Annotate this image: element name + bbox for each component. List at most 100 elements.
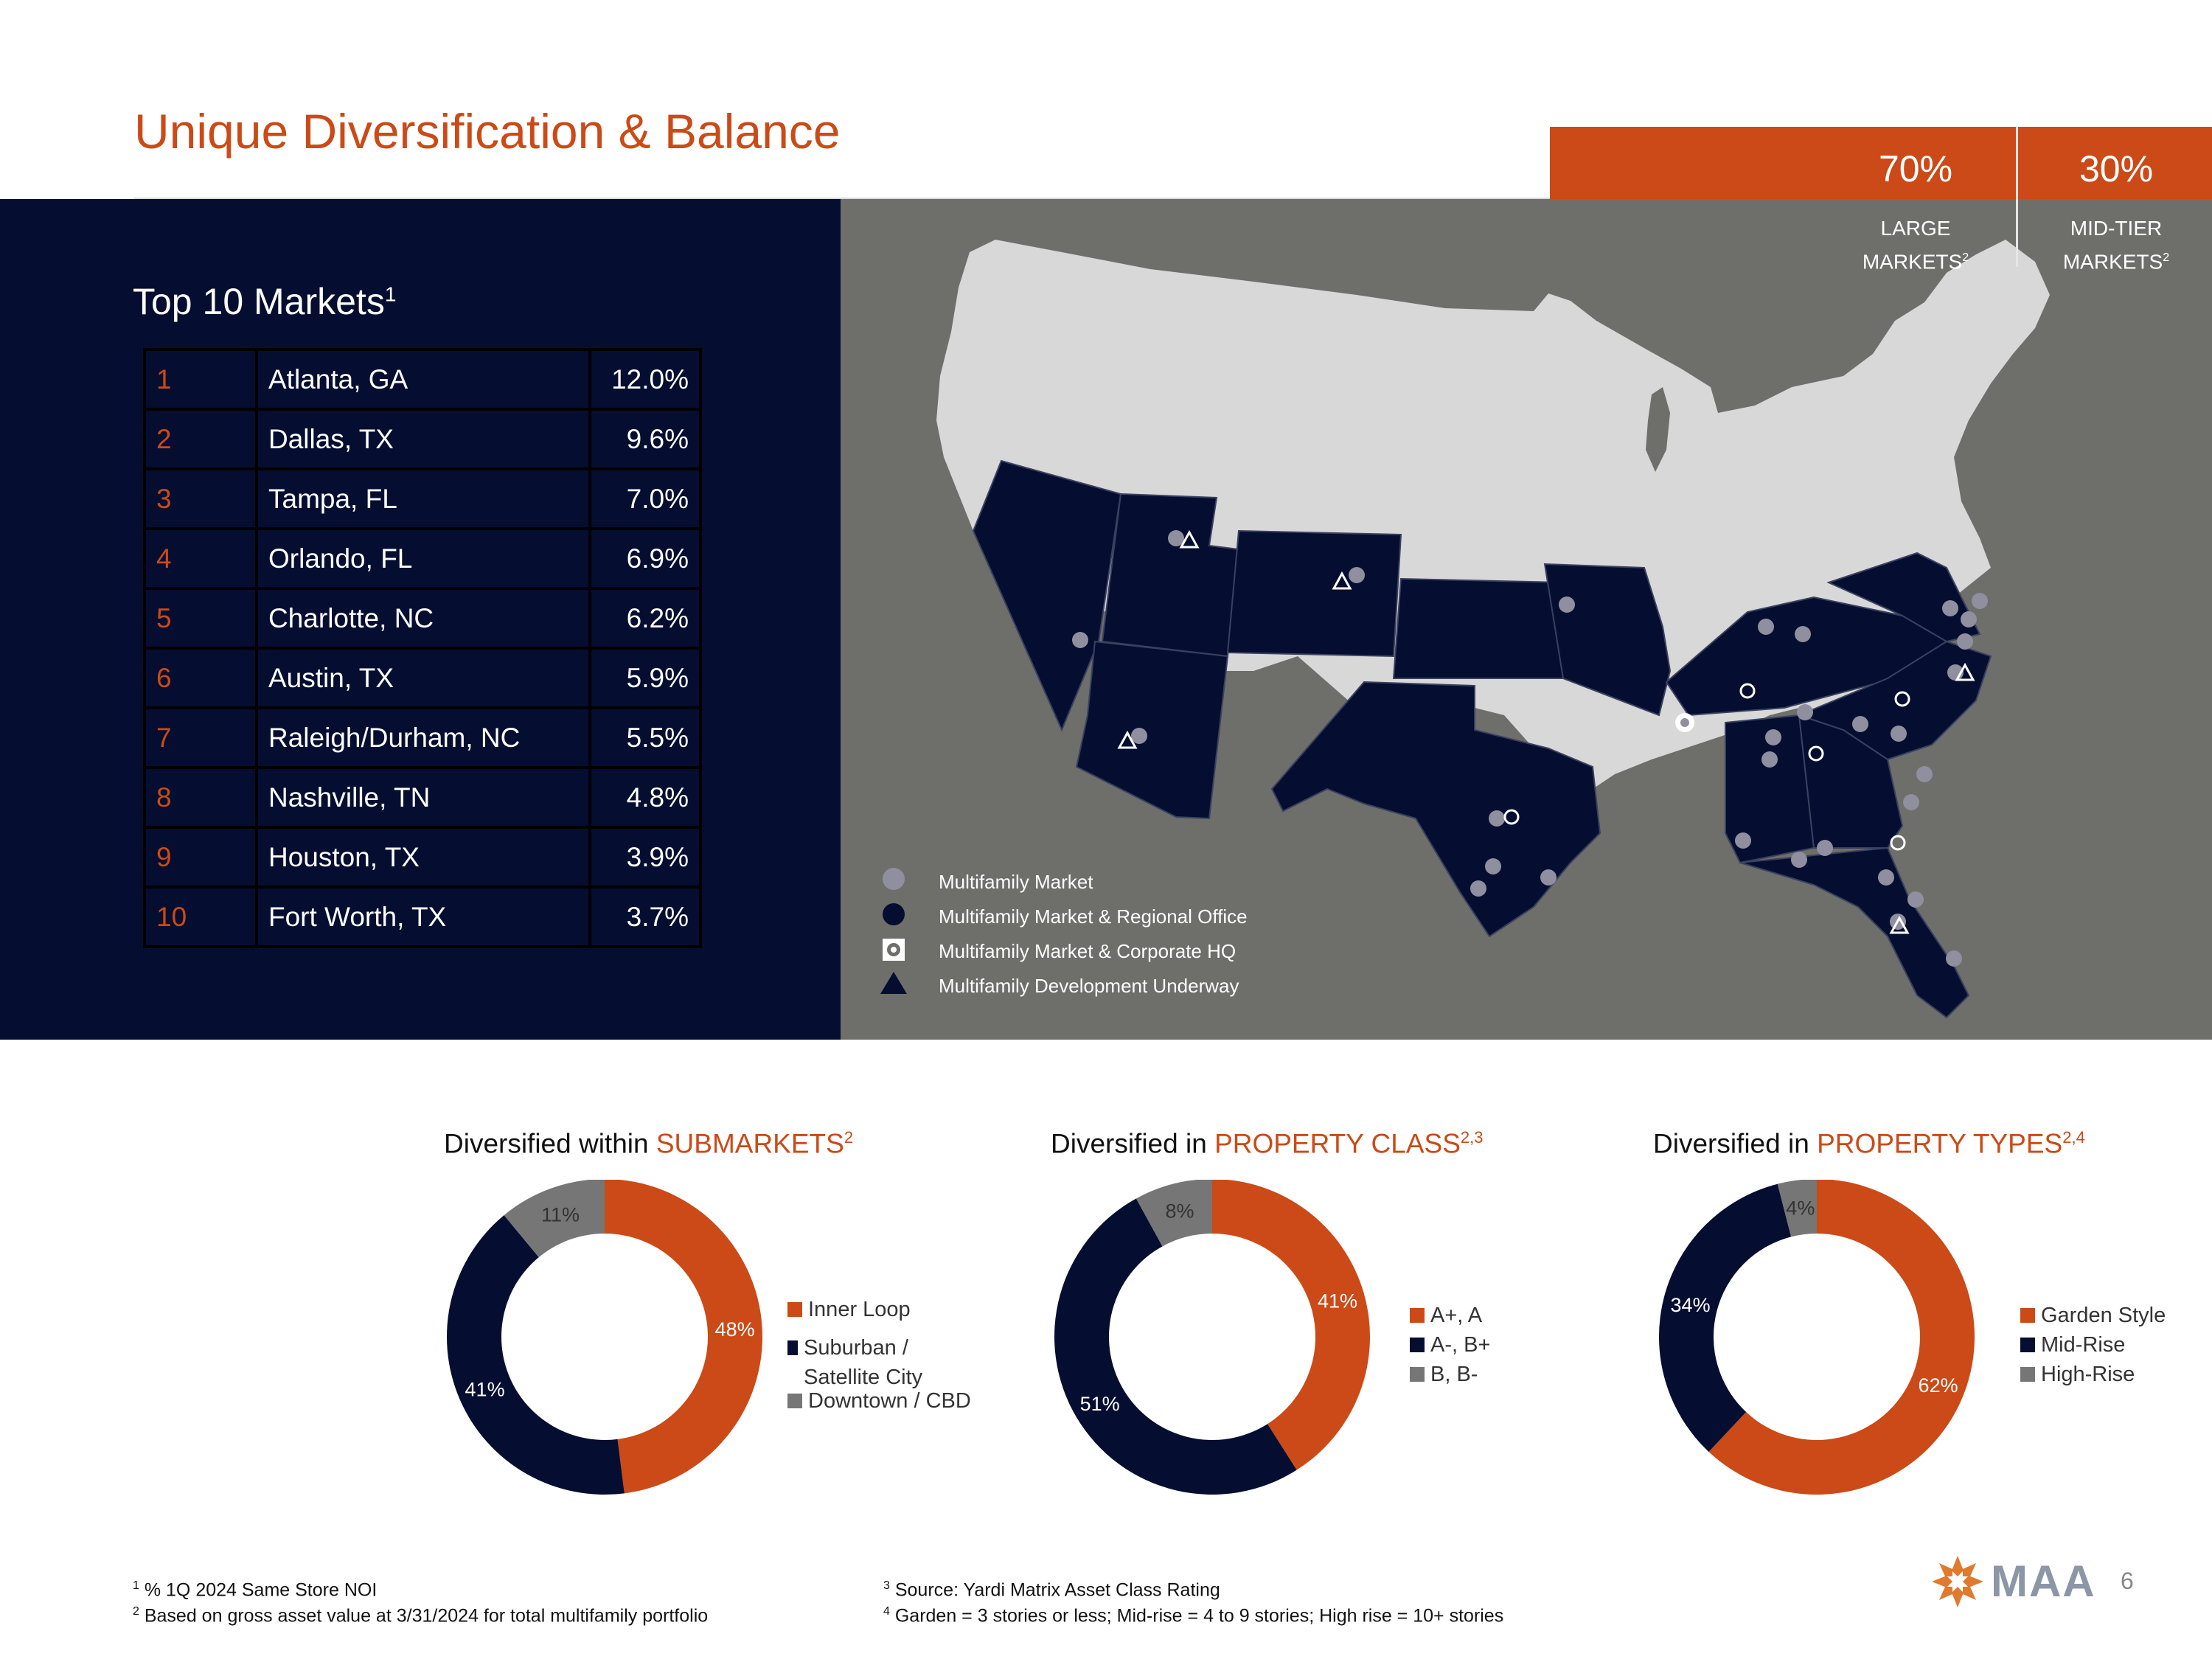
market-percent: 4.8% <box>588 766 702 829</box>
market-row: 4 Orlando, FL 6.9% <box>143 527 702 590</box>
market-percent: 5.9% <box>588 647 702 709</box>
map-legend <box>880 868 907 994</box>
mid-tier-markets-percent: 30% <box>2079 148 2154 189</box>
footnote-2: 2 Based on gross asset value at 3/31/202… <box>133 1605 709 1627</box>
donut-charts: 48% 41% 11% 41% 51% 8% 62% 34% 4% <box>447 1180 1975 1495</box>
market-percent: 12.0% <box>588 348 702 411</box>
legend-item: B, B- <box>1410 1360 1490 1389</box>
development-marker <box>1332 571 1352 590</box>
market-dot <box>1791 852 1807 868</box>
market-dot <box>1891 726 1907 742</box>
market-city: Nashville, TN <box>255 766 591 829</box>
market-dot <box>1916 766 1933 782</box>
state-florida <box>1739 846 1970 1019</box>
legend-item: Downtown / CBD <box>787 1386 971 1416</box>
market-dot <box>1817 840 1833 856</box>
donut-slice-garden-style <box>1708 1180 1975 1495</box>
submarkets-chart-title: Diversified within SUBMARKETS2 <box>444 1128 854 1159</box>
legend-label-market: Multifamily Market <box>939 871 1093 893</box>
donut-slice-inner-loop <box>605 1180 762 1494</box>
legend-swatch <box>1410 1367 1425 1382</box>
legend-item: Garden Style <box>2020 1301 2166 1330</box>
legend-swatch <box>2020 1338 2035 1352</box>
market-dot <box>1349 567 1365 583</box>
donut-slice-a-b- <box>1054 1198 1297 1495</box>
market-dot <box>1761 751 1778 768</box>
state-kansas <box>1392 577 1564 679</box>
footnote-3: 3 Source: Yardi Matrix Asset Class Ratin… <box>883 1579 1220 1601</box>
page-title: Unique Diversification & Balance <box>134 104 841 159</box>
market-rank: 8 <box>143 766 258 829</box>
legend-item: Mid-Rise <box>2020 1330 2166 1360</box>
market-row: 2 Dallas, TX 9.6% <box>143 408 702 470</box>
legend-label-corporate-hq: Multifamily Market & Corporate HQ <box>939 940 1237 962</box>
legend-label-development: Multifamily Development Underway <box>939 975 1239 997</box>
market-dot <box>1168 530 1184 546</box>
market-row: 5 Charlotte, NC 6.2% <box>143 587 702 650</box>
state-arizona <box>1075 640 1229 820</box>
legend-swatch <box>1410 1338 1425 1352</box>
legend-item: Suburban / Satellite City <box>787 1333 964 1392</box>
market-rank: 1 <box>143 348 258 411</box>
market-city: Fort Worth, TX <box>255 886 591 948</box>
market-rank: 5 <box>143 587 258 650</box>
market-percent: 5.5% <box>588 706 702 769</box>
donut-slice-downtown-cbd <box>504 1180 605 1258</box>
market-city: Orlando, FL <box>255 527 591 590</box>
legend-item: A+, A <box>1410 1301 1490 1330</box>
market-city: Houston, TX <box>255 826 591 888</box>
corporate-hq-marker <box>1675 713 1694 732</box>
market-city: Charlotte, NC <box>255 587 591 650</box>
regional-office-marker <box>1808 745 1824 762</box>
donut-data-label: 48% <box>715 1318 755 1340</box>
market-rank: 10 <box>143 886 258 948</box>
donut-slice-a-a <box>1212 1180 1371 1470</box>
market-percent: 9.6% <box>588 408 702 470</box>
dark-circle-icon <box>883 903 905 925</box>
property-class-chart-title: Diversified in PROPERTY CLASS2,3 <box>1051 1128 1484 1159</box>
market-dot <box>1942 600 1958 616</box>
market-row: 10 Fort Worth, TX 3.7% <box>143 886 702 948</box>
regional-office-marker <box>1894 691 1910 707</box>
legend-swatch <box>787 1394 802 1408</box>
donut-slice-suburban-satellite-city <box>447 1215 625 1495</box>
market-dot <box>1758 619 1774 635</box>
market-rank: 6 <box>143 647 258 709</box>
title-divider <box>134 198 2212 200</box>
market-city: Austin, TX <box>255 647 591 709</box>
market-row: 3 Tampa, FL 7.0% <box>143 467 702 530</box>
legend-item: High-Rise <box>2020 1360 2166 1389</box>
donut-data-label: 41% <box>465 1378 505 1400</box>
market-dot <box>1878 869 1894 886</box>
state-nevada <box>972 459 1122 732</box>
market-dot <box>1961 611 1977 627</box>
market-rank: 2 <box>143 408 258 470</box>
lake-michigan-shape <box>1646 387 1670 472</box>
market-row: 9 Houston, TX 3.9% <box>143 826 702 888</box>
property-types-chart-title: Diversified in PROPERTY TYPES2,4 <box>1653 1128 2085 1159</box>
market-split-bar <box>1550 127 2212 199</box>
market-dot <box>1735 832 1751 849</box>
legend-swatch <box>2020 1308 2035 1323</box>
market-percent: 6.2% <box>588 587 702 650</box>
market-city: Tampa, FL <box>255 467 591 530</box>
donut-slice-mid-rise <box>1659 1183 1792 1452</box>
market-percent: 3.7% <box>588 886 702 948</box>
donut-data-label: 4% <box>1786 1197 1815 1219</box>
maa-states <box>972 459 1992 1019</box>
light-circle-icon <box>883 868 905 890</box>
market-dot <box>1540 869 1557 886</box>
legend-swatch <box>787 1302 802 1317</box>
state-texas <box>1270 681 1601 938</box>
market-percent: 6.9% <box>588 527 702 590</box>
state-georgia <box>1798 714 1904 849</box>
state-virginia <box>1826 552 1981 643</box>
state-alabama-mississippi <box>1725 714 1815 864</box>
top-markets-table: 1 Atlanta, GA 12.0% 2 Dallas, TX 9.6% 3 Tampa, … <box>143 348 702 948</box>
market-percent: 3.9% <box>588 826 702 888</box>
market-city: Raleigh/Durham, NC <box>255 706 591 769</box>
market-split-divider <box>2016 127 2018 267</box>
large-markets-percent: 70% <box>1878 148 1953 189</box>
market-dot <box>1852 716 1868 732</box>
market-dot <box>1489 810 1505 827</box>
